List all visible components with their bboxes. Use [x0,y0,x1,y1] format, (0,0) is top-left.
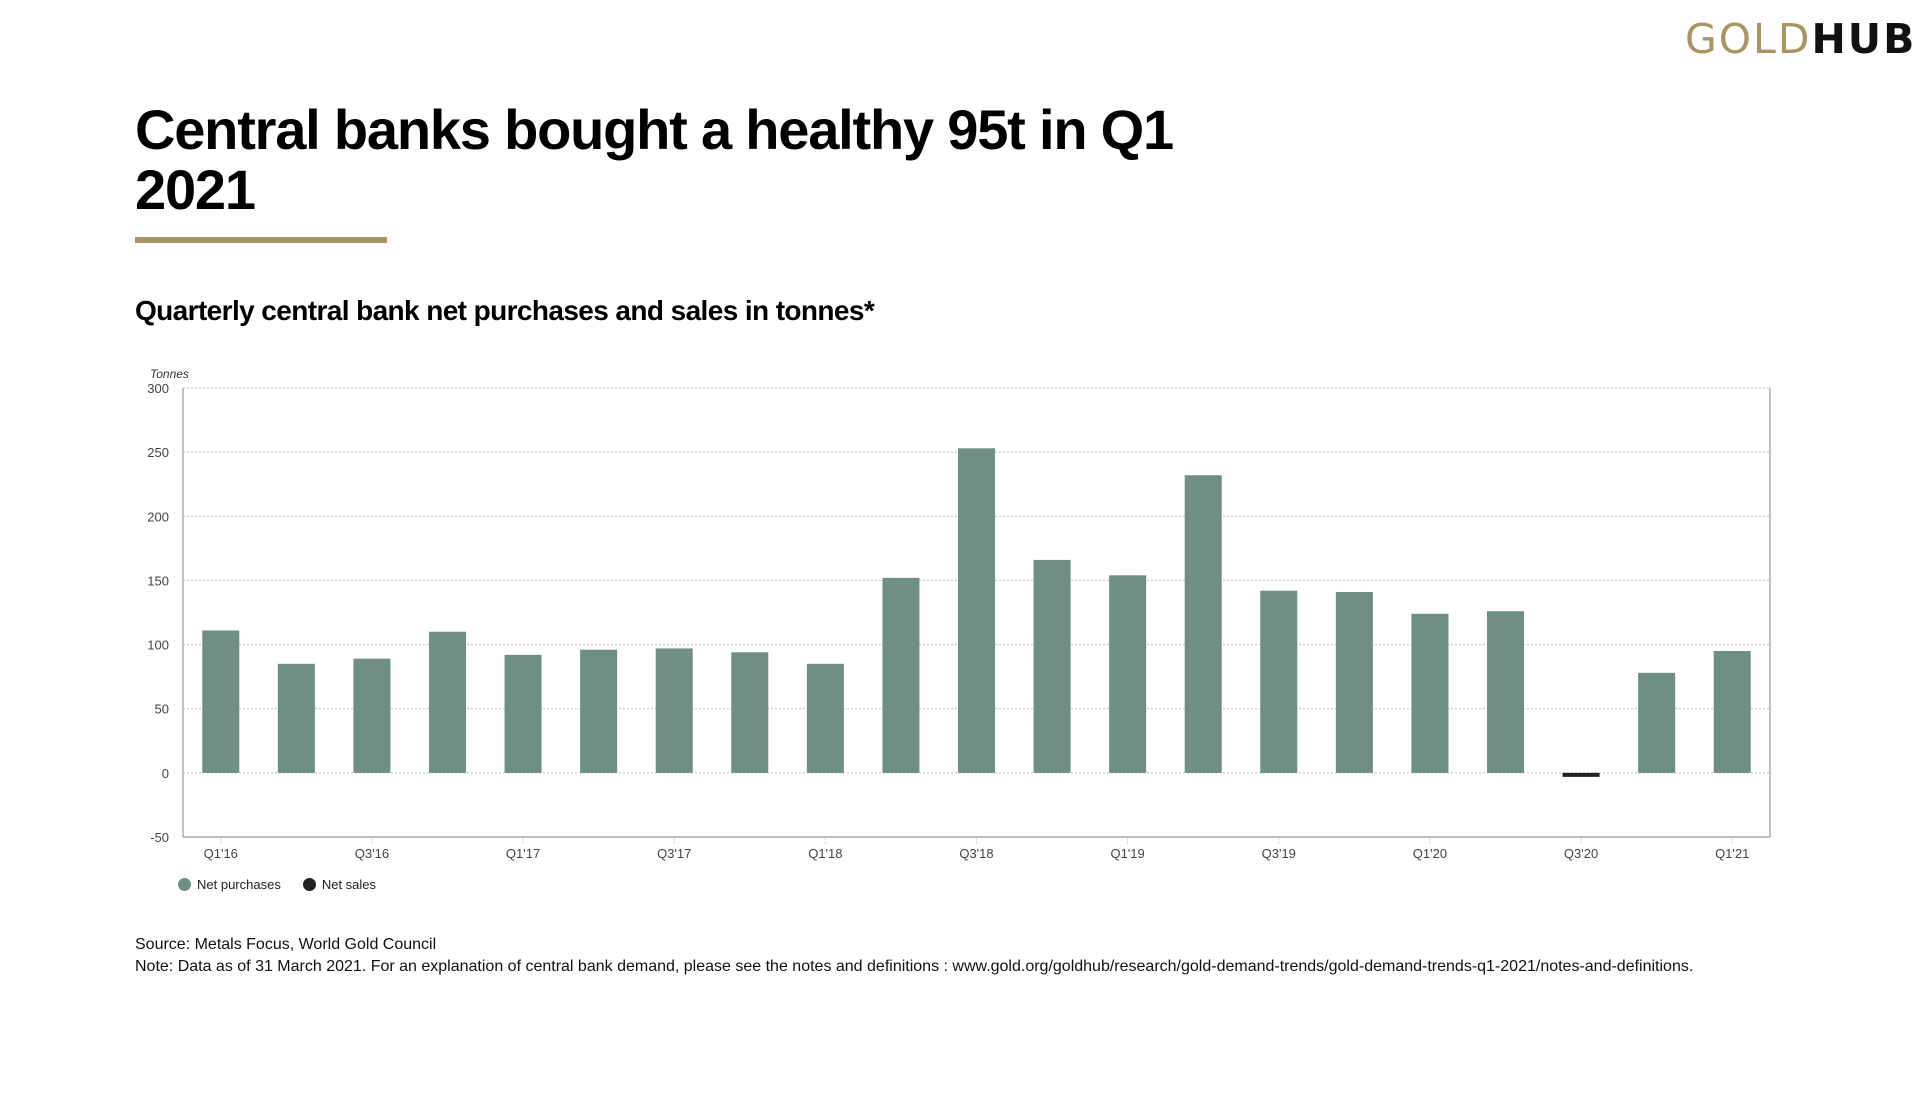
y-axis-ticks: 300 250 200 150 100 50 0 -50 [147,381,169,845]
net-sales-swatch-icon [302,878,316,891]
x-tick-label: Q3'19 [1262,846,1296,861]
y-tick-label: 250 [147,445,169,460]
y-tick-label: 100 [147,638,169,653]
bar-net-purchases [353,658,391,773]
x-tick-label: Q1'20 [1413,846,1447,861]
bar-net-purchases [1260,590,1298,773]
x-tick-label: Q1'18 [808,846,842,861]
plot-frame [182,388,1771,838]
y-tick-label: 300 [147,381,169,396]
bars [202,448,1751,777]
bar-net-sales [1562,772,1600,777]
logo-gold: GOLD [1685,15,1812,63]
bar-net-purchases [428,631,467,773]
legend-item-net-sales[interactable]: Net sales [302,877,377,892]
bar-net-purchases [1033,559,1071,773]
bar-net-purchases [1411,613,1449,773]
bar-net-purchases [882,577,920,773]
goldhub-logo: GOLDHUB [1685,14,1916,64]
page-title: Central banks bought a healthy 95t in Q1… [135,98,1174,221]
y-tick-label: -50 [150,830,169,845]
net-purchases-swatch-icon [178,878,191,891]
bar-net-purchases [202,630,240,773]
bar-net-purchases [1335,591,1373,773]
chart-subtitle: Quarterly central bank net purchases and… [135,295,875,326]
x-axis-ticks: Q1'16 Q3'16 Q1'17 Q3'17 Q1'18 Q3'18 Q1'19 Q3'19… [204,837,1749,861]
y-axis-title: Tonnes [150,367,189,381]
x-tick-label: Q3'17 [657,846,691,861]
bar-net-purchases [1713,650,1751,773]
bar-net-purchases [1486,611,1525,773]
bar-net-purchases [731,652,769,773]
bar-net-purchases [277,663,315,773]
y-tick-label: 200 [147,509,169,524]
x-tick-label: Q3'16 [355,846,389,861]
bar-net-purchases [957,448,996,773]
chart-legend: Net purchases Net sales [178,877,398,892]
x-tick-label: Q1'19 [1110,846,1144,861]
bar-net-purchases [1184,475,1222,773]
title-underline [135,237,387,243]
bar-net-purchases [806,663,844,773]
y-tick-label: 150 [147,573,169,588]
bar-net-purchases [1109,575,1147,773]
legend-label: Net purchases [197,877,281,892]
legend-label: Net sales [321,877,377,892]
source-note: Source: Metals Focus, World Gold Council [135,936,437,953]
bar-net-purchases [1638,672,1676,773]
x-tick-label: Q1'17 [506,846,540,861]
x-tick-label: Q3'20 [1564,846,1598,861]
data-note: Note: Data as of 31 March 2021. For an e… [135,958,1694,975]
x-tick-label: Q1'21 [1715,846,1749,861]
bar-net-purchases [655,648,693,773]
logo-hub: HUB [1811,15,1917,63]
footer: Source: Metals Focus, World Gold Council… [135,934,1693,978]
x-tick-label: Q3'18 [959,846,993,861]
x-tick-label: Q1'16 [204,846,238,861]
bar-net-purchases [580,649,618,773]
y-tick-label: 0 [162,766,169,781]
bar-net-purchases [504,654,542,773]
legend-item-net-purchases[interactable]: Net purchases [178,877,281,892]
y-tick-label: 50 [155,702,169,717]
